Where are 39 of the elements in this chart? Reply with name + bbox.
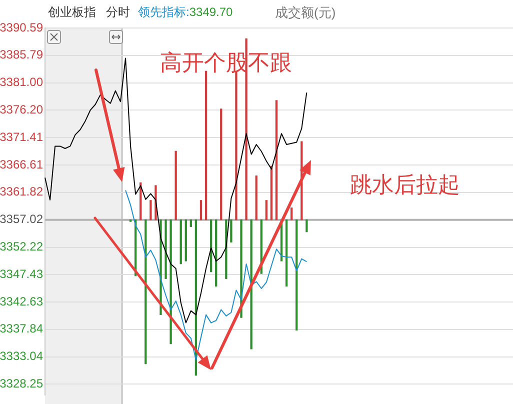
bar <box>245 38 248 220</box>
bar <box>275 100 278 220</box>
y-tick-label: 3381.00 <box>0 75 44 90</box>
y-tick-label: 3328.25 <box>0 376 44 391</box>
annotation: 跳水后拉起 <box>350 172 460 198</box>
y-tick-label: 3385.79 <box>0 48 44 62</box>
bar <box>150 200 152 220</box>
bar <box>285 220 288 286</box>
bar <box>184 220 187 262</box>
bar <box>290 208 293 220</box>
bar <box>180 220 182 264</box>
bar <box>220 108 222 220</box>
bar <box>215 220 218 286</box>
bar <box>250 220 252 350</box>
y-tick-label: 3347.43 <box>0 266 44 281</box>
bar <box>164 220 167 280</box>
text: 成交额(元) <box>275 5 336 21</box>
y-tick-label: 3333.04 <box>0 349 44 364</box>
bar <box>255 176 258 220</box>
y-tick-label: 3352.22 <box>0 240 44 254</box>
y-tick-label: 3371.41 <box>0 130 44 144</box>
y-tick-label: 3357.02 <box>0 212 44 226</box>
y-tick-label: 3376.20 <box>0 102 44 117</box>
bar <box>200 200 202 220</box>
bar <box>174 150 177 220</box>
text: 分时 <box>106 5 130 20</box>
bar <box>265 200 268 220</box>
y-tick-label: 3361.82 <box>0 184 44 199</box>
y-tick-label: 3337.84 <box>0 322 44 336</box>
y-tick-label: 3342.63 <box>0 294 44 308</box>
text: 创业板指 <box>48 5 96 20</box>
y-tick-label: 3390.59 <box>0 20 44 34</box>
bar <box>230 220 232 242</box>
bar <box>190 220 192 228</box>
bar <box>306 220 308 232</box>
text: 领先指标:3349.70 <box>138 5 233 19</box>
bar <box>296 220 298 330</box>
y-tick-label: 3366.61 <box>0 157 44 172</box>
bar <box>170 220 172 344</box>
